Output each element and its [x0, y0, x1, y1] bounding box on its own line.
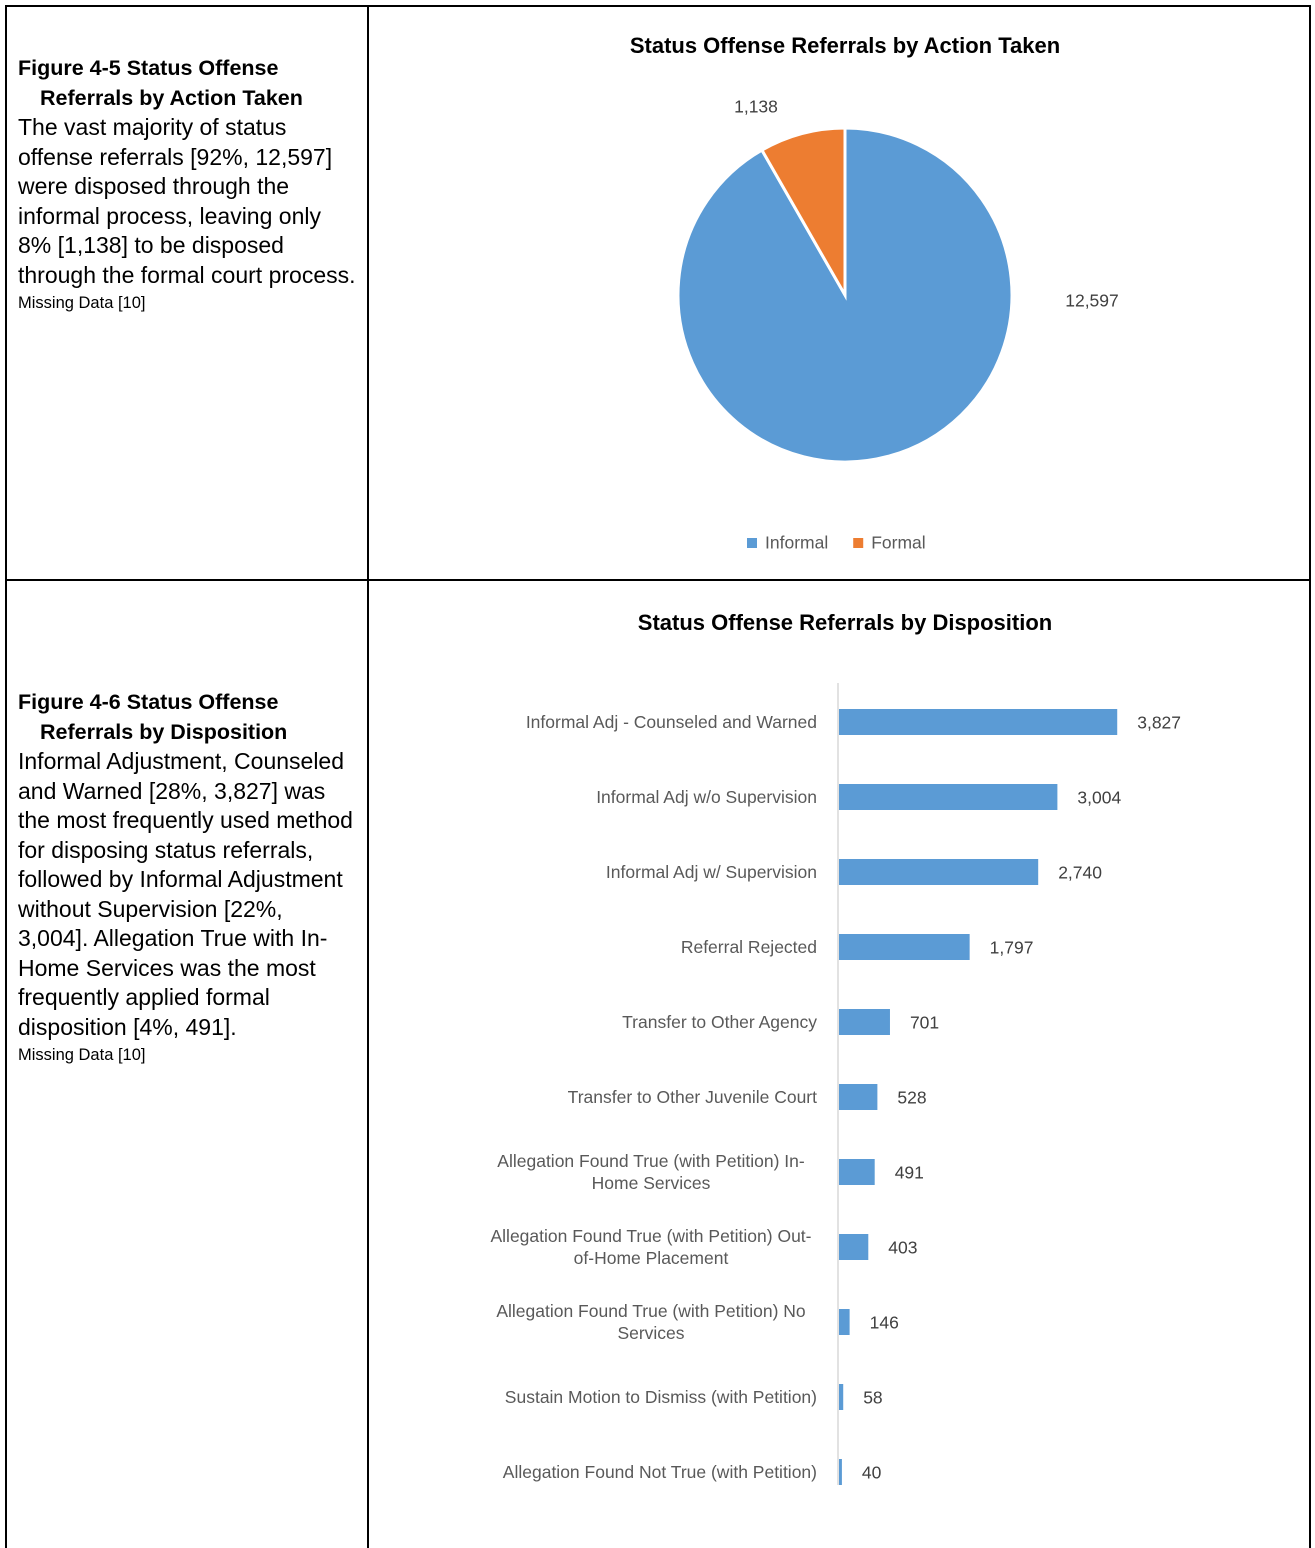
category-label: Sustain Motion to Dismiss (with Petition… [504, 1387, 817, 1407]
caption-note: Missing Data [10] [18, 1046, 146, 1064]
caption: Figure 4-6 Status Offense Referrals by D… [18, 687, 358, 1068]
data-label: 491 [895, 1163, 924, 1183]
category-label: Referral Rejected [680, 937, 817, 957]
table-border [367, 5, 369, 1548]
chart-title: Status Offense Referrals by Disposition [638, 610, 1052, 635]
data-label: 58 [863, 1388, 882, 1408]
data-label: 2,740 [1058, 863, 1102, 883]
category-label: Informal Adj w/ Supervision [605, 862, 817, 882]
category-label: Allegation Found True (with Petition) Ou… [490, 1226, 812, 1268]
data-label: 1,138 [734, 97, 778, 117]
caption: Figure 4-5 Status Offense Referrals by A… [18, 53, 358, 316]
pie-slice [759, 126, 847, 301]
category-label: Informal Adj - Counseled and Warned [525, 712, 817, 732]
category-label: Allegation Found True (with Petition) No… [496, 1301, 806, 1343]
table-border [1309, 5, 1311, 1548]
data-label: 403 [888, 1238, 917, 1258]
table-border [5, 579, 1310, 581]
bar [839, 1009, 890, 1035]
bar [839, 1159, 875, 1185]
data-label: 701 [910, 1013, 939, 1033]
bar [839, 1234, 869, 1260]
category-label: Allegation Found Not True (with Petition… [502, 1462, 817, 1482]
data-label: 40 [862, 1463, 882, 1483]
category-label: Transfer to Other Agency [622, 1012, 817, 1032]
caption-note: Missing Data [10] [18, 294, 146, 312]
data-label: 146 [870, 1313, 899, 1333]
bar [839, 859, 1039, 885]
data-label: 12,597 [1065, 291, 1119, 311]
caption-body: The vast majority of status offense refe… [18, 114, 356, 288]
caption-heading: Figure 4-6 Status Offense Referrals by D… [18, 690, 288, 744]
bar [839, 934, 970, 960]
data-label: 528 [897, 1088, 926, 1108]
category-label: Allegation Found True (with Petition) In… [497, 1151, 805, 1193]
chart-title: Status Offense Referrals by Action Taken [630, 33, 1060, 58]
caption-body: Informal Adjustment, Counseled and Warne… [18, 748, 353, 1040]
legend-swatch [853, 538, 864, 548]
category-label: Transfer to Other Juvenile Court [567, 1087, 817, 1107]
category-label: Informal Adj w/o Supervision [596, 787, 817, 807]
data-label: 3,827 [1137, 713, 1181, 733]
bar [839, 784, 1058, 810]
table-border [5, 5, 1310, 7]
bar [839, 1459, 842, 1485]
bar [839, 1309, 850, 1335]
bar [839, 1384, 844, 1410]
caption-heading: Figure 4-5 Status Offense Referrals by A… [18, 56, 303, 110]
data-label: 3,004 [1077, 788, 1121, 808]
data-label: 1,797 [990, 938, 1034, 958]
table-border [5, 5, 7, 1548]
bar [839, 1084, 878, 1110]
legend-swatch [747, 538, 757, 548]
bar [839, 709, 1118, 735]
legend-label: Informal [765, 533, 828, 553]
legend-label: Formal [871, 533, 925, 553]
